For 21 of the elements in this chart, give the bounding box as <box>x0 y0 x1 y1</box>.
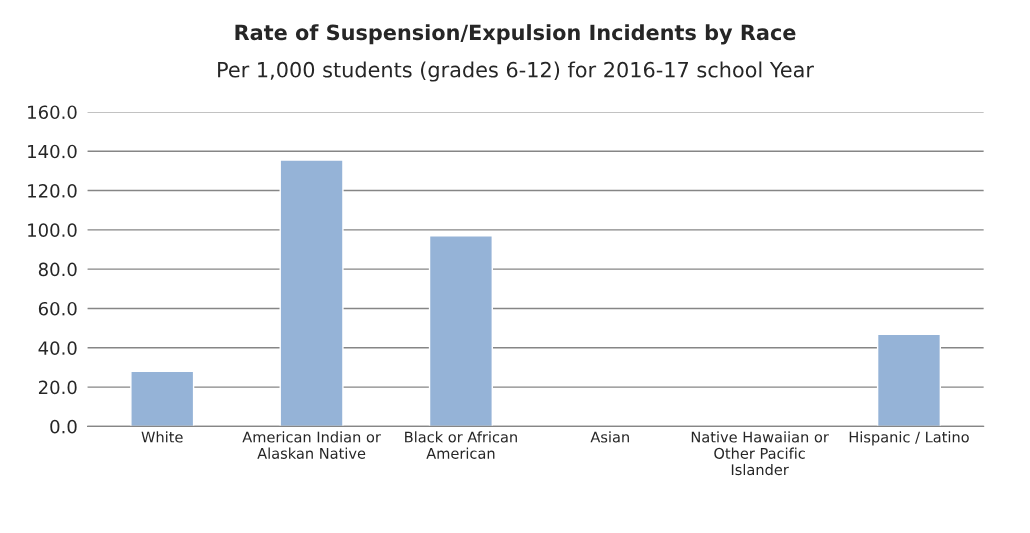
bar <box>876 333 942 427</box>
x-tick-label: Native Hawaiian or Other Pacific Islander <box>691 431 829 476</box>
x-tick-label: Hispanic / Latino <box>849 431 969 446</box>
y-tick-label: 0.0 <box>50 419 77 434</box>
chart-subtitle: Per 1,000 students (grades 6-12) for 2016-17 school Year <box>218 61 814 82</box>
chart-title: Rate of Suspension/Expulsion Incidents by Race <box>235 24 796 45</box>
y-tick-label: 60.0 <box>38 301 77 316</box>
bar <box>428 235 493 427</box>
y-tick-label: 40.0 <box>38 341 77 355</box>
x-tick-label: Asian <box>590 431 629 443</box>
y-tick-label: 80.0 <box>38 262 77 277</box>
x-tick-label: White <box>141 431 183 443</box>
y-tick-label: 20.0 <box>38 380 77 395</box>
x-tick-label: Black or African American <box>405 431 517 459</box>
x-tick-label: American Indian or Alaskan Native <box>242 431 381 459</box>
y-tick-label: 120.0 <box>28 184 77 198</box>
bar <box>279 159 344 427</box>
bar <box>130 370 195 427</box>
y-tick-label: 160.0 <box>28 105 77 120</box>
y-tick-label: 100.0 <box>28 223 77 237</box>
y-tick-label: 140.0 <box>28 144 77 159</box>
